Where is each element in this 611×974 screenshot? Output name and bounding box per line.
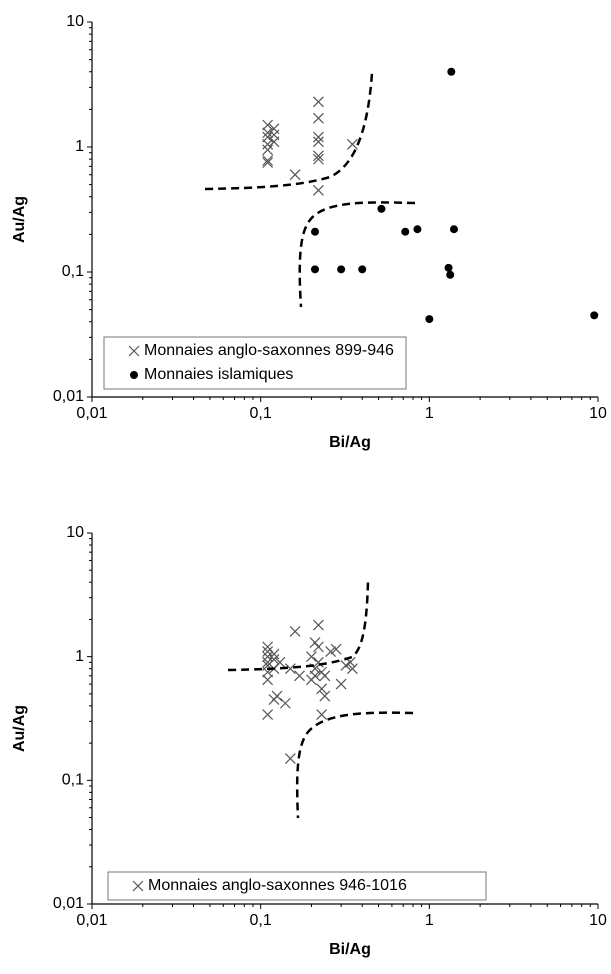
- point: [262, 119, 274, 131]
- point: [268, 653, 280, 665]
- point: [337, 265, 346, 274]
- point: [312, 112, 324, 124]
- point: [262, 144, 274, 156]
- point: [262, 155, 274, 166]
- point: [335, 678, 347, 690]
- point: [325, 646, 337, 657]
- x-tick-label: 10: [589, 912, 607, 929]
- point: [289, 625, 301, 637]
- boundary-curve: [295, 711, 414, 819]
- boundary-curve: [227, 581, 370, 672]
- point: [262, 127, 274, 139]
- point: [425, 315, 434, 324]
- x-tick-label: 1: [425, 912, 434, 929]
- point: [312, 131, 324, 143]
- point: [312, 656, 324, 668]
- series-group: [262, 67, 599, 324]
- point: [309, 637, 321, 649]
- point: [449, 225, 458, 234]
- point: [358, 265, 367, 274]
- legend-item: Monnaies anglo-saxonnes 899-946: [128, 342, 394, 359]
- point: [268, 136, 280, 148]
- point: [279, 697, 291, 709]
- point: [262, 674, 274, 686]
- point: [312, 150, 324, 162]
- legend-marker: [132, 880, 144, 892]
- point: [312, 136, 324, 148]
- legend-item: Monnaies anglo-saxonnes 946-1016: [132, 877, 407, 894]
- y-tick-label: 10: [66, 524, 84, 541]
- point: [262, 138, 274, 150]
- y-tick-label: 0,1: [62, 772, 84, 789]
- point: [274, 656, 286, 668]
- point: [294, 670, 305, 682]
- point: [446, 270, 455, 279]
- legend-item: Monnaies islamiques: [130, 366, 293, 383]
- point: [347, 138, 358, 150]
- point: [262, 157, 274, 169]
- point: [312, 641, 324, 653]
- y-tick-label: 0,01: [53, 895, 84, 912]
- y-tick-label: 1: [75, 648, 84, 665]
- x-tick-label: 10: [589, 405, 607, 422]
- y-tick-label: 10: [66, 13, 84, 30]
- legend-marker: [130, 371, 138, 379]
- x-tick-label: 0,1: [250, 912, 272, 929]
- y-axis-title: Au/Ag: [11, 196, 28, 243]
- point: [262, 709, 274, 721]
- point: [590, 311, 599, 320]
- legend-marker: [128, 345, 140, 357]
- point: [312, 184, 324, 196]
- series-group: [262, 619, 358, 764]
- x-axis-title: Bi/Ag: [329, 434, 371, 451]
- point: [262, 651, 274, 663]
- y-axis-title: Au/Ag: [11, 705, 28, 752]
- x-tick-label: 0,01: [76, 912, 107, 929]
- point: [306, 674, 317, 686]
- point: [312, 153, 324, 165]
- point: [306, 651, 317, 663]
- point: [413, 225, 422, 234]
- point: [401, 227, 410, 236]
- point: [319, 690, 331, 702]
- point: [347, 663, 358, 675]
- point: [377, 204, 386, 213]
- point: [312, 619, 324, 631]
- point: [311, 265, 320, 274]
- point: [271, 690, 283, 702]
- point: [284, 663, 296, 675]
- point: [268, 648, 280, 660]
- point: [312, 96, 324, 108]
- x-axis-title: Bi/Ag: [329, 941, 371, 958]
- point: [330, 643, 342, 655]
- point: [316, 709, 328, 721]
- y-tick-label: 0,1: [62, 263, 84, 280]
- legend-box: [103, 336, 407, 390]
- boundary-curve: [298, 201, 416, 308]
- legend-label: Monnaies anglo-saxonnes 899-946: [144, 342, 394, 359]
- legend-label: Monnaies islamiques: [144, 366, 293, 383]
- y-tick-label: 1: [75, 138, 84, 155]
- point: [444, 263, 453, 272]
- point: [284, 753, 296, 764]
- x-tick-label: 1: [425, 405, 434, 422]
- y-tick-label: 0,01: [53, 388, 84, 405]
- x-tick-label: 0,01: [76, 405, 107, 422]
- x-tick-label: 0,1: [250, 405, 272, 422]
- legend-label: Monnaies anglo-saxonnes 946-1016: [148, 877, 407, 894]
- point: [262, 646, 274, 657]
- boundary-curve: [204, 72, 374, 191]
- legend-box: [107, 871, 487, 901]
- point: [447, 67, 456, 76]
- point: [319, 670, 331, 682]
- point: [311, 227, 320, 236]
- point: [289, 169, 301, 181]
- point: [316, 683, 328, 695]
